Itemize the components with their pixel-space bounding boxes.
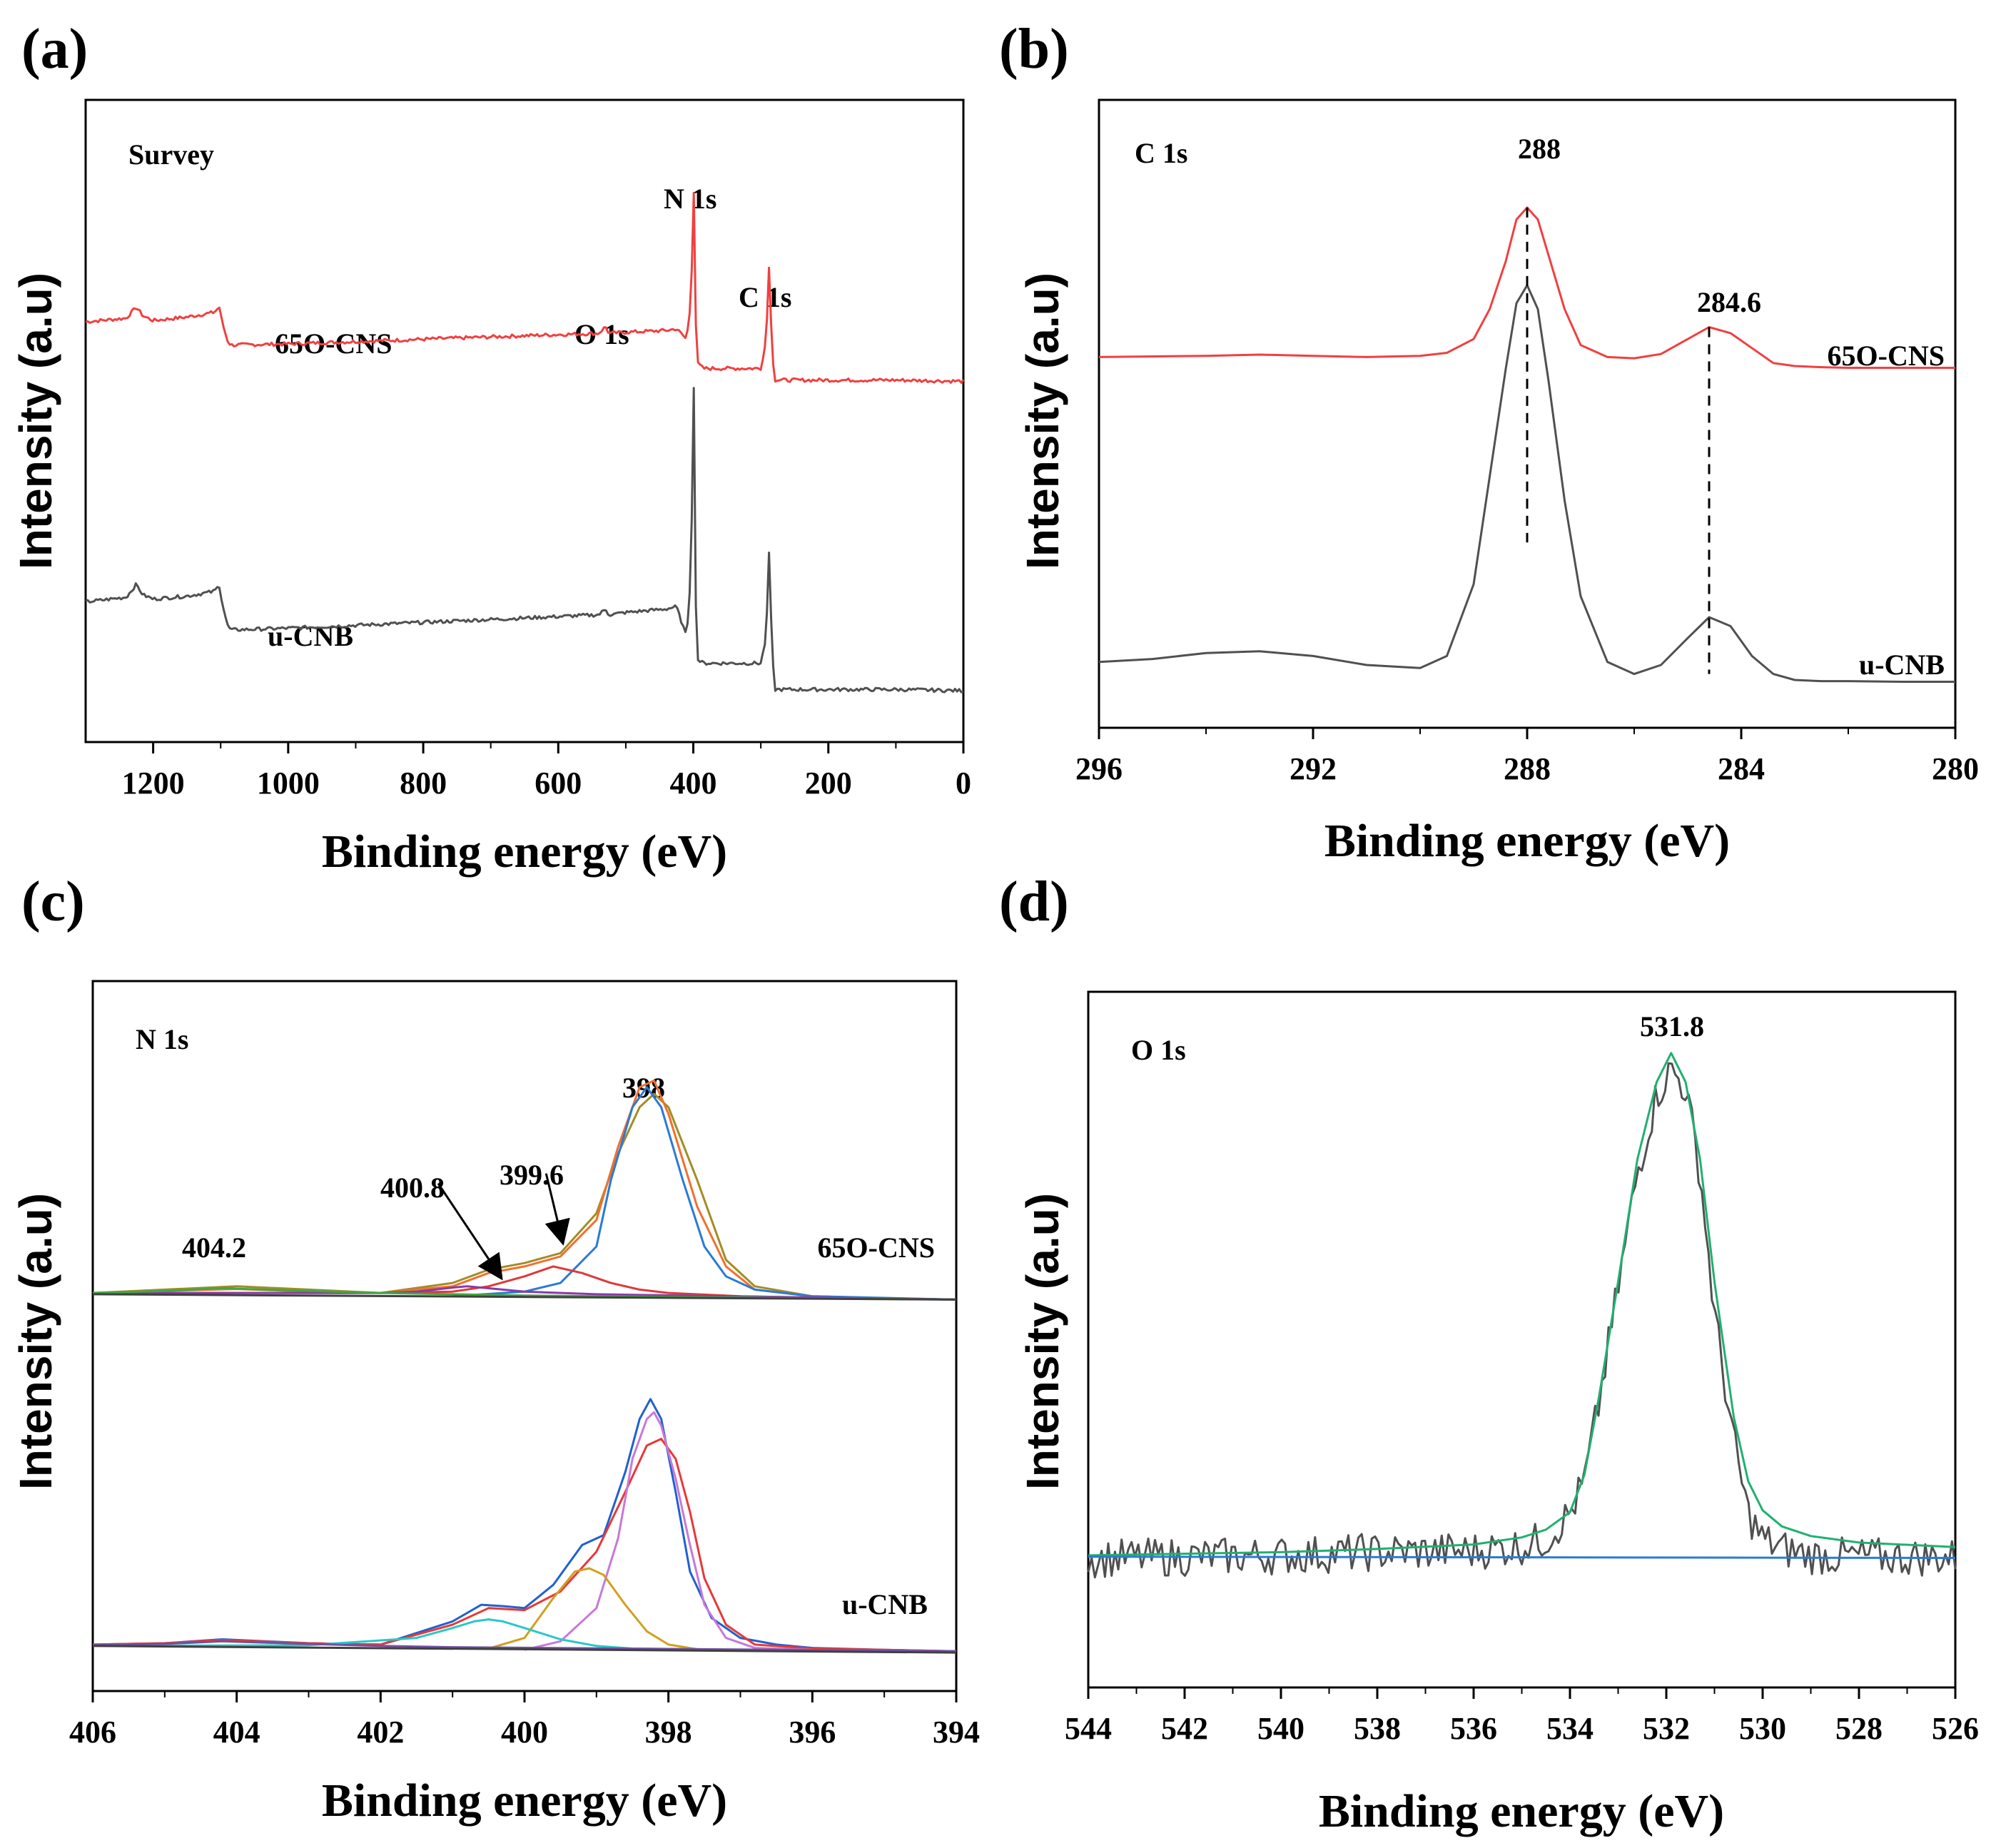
panel-b-xtick-label: 296 <box>1075 751 1123 786</box>
panel-c-peak-400.8-label: 400.8 <box>380 1172 445 1204</box>
panel-c-65o-cns-baseline <box>92 1293 957 1301</box>
panel-b-ylabel: Intensity (a.u) <box>1017 273 1068 569</box>
panel-c-u-cnb-398.2-component <box>524 1411 813 1651</box>
panel-c-frame <box>91 980 958 1692</box>
panel-a-xtick-label: 0 <box>956 766 971 801</box>
panel-b-xtick-label: 288 <box>1504 751 1551 786</box>
panel-a-plot: 1200 1000 800 600 400 200 0 <box>85 191 971 801</box>
panel-c-peak-404.2-label: 404.2 <box>182 1232 246 1264</box>
panel-d-line-baseline <box>1088 1555 1956 1559</box>
panel-a-xtick-label: 400 <box>670 766 717 801</box>
panel-a-line-65o-cns <box>85 191 965 384</box>
panel-c-65o-cns-label: 65O-CNS <box>818 1232 935 1264</box>
panel-b-line-u-cnb <box>1098 284 1955 683</box>
panel-b-65o-cns-label: 65O-CNS <box>1828 340 1945 372</box>
panel-c-u-cnb-label: u-CNB <box>842 1588 928 1620</box>
panel-b-xtick-label: 280 <box>1932 751 1979 786</box>
panel-d-xtick-label: 536 <box>1450 1711 1497 1746</box>
panel-d-line-fit <box>1088 1052 1956 1557</box>
panel-b-peak-288-label: 288 <box>1518 133 1561 165</box>
panel-d-xtick-label: 538 <box>1354 1711 1401 1746</box>
panel-d-peak-531.8-label: 531.8 <box>1640 1010 1704 1042</box>
panel-c-65o-cns-experimental <box>92 1092 957 1301</box>
panel-d-xlabel: Binding energy (eV) <box>1319 1785 1724 1837</box>
panel-c-xtick-label: 404 <box>213 1715 260 1750</box>
panel-d-xtick-label: 540 <box>1257 1711 1304 1746</box>
panel-b-xlabel: Binding energy (eV) <box>1324 815 1730 867</box>
panel-a-xtick-label: 600 <box>535 766 582 801</box>
panel-b-plot: 296 292 288 284 280 <box>1075 206 1979 786</box>
panel-c-u-cnb-experimental <box>92 1398 957 1652</box>
panel-d-frame <box>1087 990 1957 1689</box>
panel-label-a: (a) <box>21 18 88 81</box>
panel-a-xtick-label: 1200 <box>122 766 185 801</box>
panel-a-line-u-cnb <box>85 387 964 694</box>
panel-a-xtick-label: 800 <box>400 766 447 801</box>
panel-a-n1s-label: N 1s <box>664 183 716 215</box>
panel-c-xtick-label: 402 <box>357 1715 404 1750</box>
panel-d-xtick-label: 532 <box>1643 1711 1690 1746</box>
panel-b-xtick-label: 292 <box>1290 751 1337 786</box>
panel-d-plot: 544 542 540 538 536 534 532 530 528 526 <box>1065 1052 1979 1746</box>
panel-d-xtick-label: 526 <box>1932 1711 1979 1746</box>
panel-d-xtick-label: 544 <box>1065 1711 1112 1746</box>
panel-c-xtick-label: 398 <box>645 1715 692 1750</box>
panel-a-ylabel: Intensity (a.u) <box>10 273 61 569</box>
panel-d-title: O 1s <box>1131 1034 1186 1066</box>
panel-b-peak-284.6-label: 284.6 <box>1697 286 1761 318</box>
panel-label-c: (c) <box>21 870 85 933</box>
panel-d-xtick-label: 530 <box>1739 1711 1786 1746</box>
panel-c-65o-cns-398-component <box>452 1086 957 1301</box>
panel-a-xlabel: Binding energy (eV) <box>322 826 727 878</box>
panel-a-xtick-label: 200 <box>805 766 852 801</box>
panel-c-xtick-label: 394 <box>933 1715 980 1750</box>
panel-a-u-cnb-label: u-CNB <box>268 620 353 652</box>
panel-c-u-cnb-404.2-component <box>92 1640 957 1652</box>
panel-c-plot: 406 404 402 400 398 396 394 <box>69 1080 980 1750</box>
panel-d-line-experimental <box>1087 1062 1957 1579</box>
panel-b-line-65o-cns <box>1098 206 1955 369</box>
panel-c-arrow-1 <box>544 1173 570 1246</box>
panel-c-xtick-label: 396 <box>789 1715 836 1750</box>
panel-a-xtick-label: 1000 <box>257 766 320 801</box>
panel-c-xtick-label: 400 <box>501 1715 548 1750</box>
panel-c-peak-399.6-label: 399.6 <box>500 1159 564 1191</box>
panel-c-title: N 1s <box>136 1023 188 1055</box>
panel-b-title: C 1s <box>1135 137 1187 169</box>
panel-c-65o-cns-404.2-component <box>92 1287 957 1301</box>
panel-c-ylabel: Intensity (a.u) <box>10 1193 61 1490</box>
panel-c-xtick-label: 406 <box>69 1715 116 1750</box>
panel-a-title: Survey <box>128 138 214 171</box>
panel-a-c1s-label: C 1s <box>739 281 791 313</box>
panel-c-arrow-2 <box>437 1182 503 1281</box>
panel-b-xtick-label: 284 <box>1718 751 1765 786</box>
panel-d-xtick-label: 528 <box>1835 1711 1883 1746</box>
panel-b-u-cnb-label: u-CNB <box>1859 649 1945 681</box>
panel-d-ylabel: Intensity (a.u) <box>1017 1193 1068 1490</box>
panel-c-xlabel: Binding energy (eV) <box>322 1775 727 1827</box>
panel-d-xtick-label: 542 <box>1161 1711 1208 1746</box>
panel-d-xtick-label: 534 <box>1546 1711 1594 1746</box>
panel-c-u-cnb-399.1-component <box>488 1567 741 1652</box>
panel-label-b: (b) <box>999 18 1069 81</box>
panel-c-u-cnb-envelope <box>92 1438 957 1652</box>
panel-label-d: (d) <box>999 870 1069 933</box>
panel-a-frame <box>84 98 965 743</box>
panel-c-u-cnb-baseline <box>92 1645 957 1654</box>
